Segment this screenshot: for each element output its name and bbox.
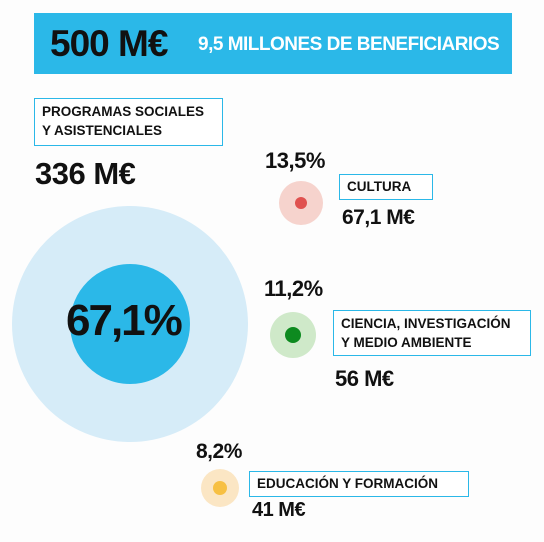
percent-educacion: 8,2%: [196, 440, 242, 463]
percent-ciencia: 11,2%: [264, 276, 323, 301]
label-educacion: EDUCACIÓN Y FORMACIÓN: [249, 471, 469, 497]
label-programas-sociales: PROGRAMAS SOCIALES Y ASISTENCIALES: [34, 98, 223, 146]
amount-ciencia: 56 M€: [335, 366, 394, 391]
amount-programas-sociales: 336 M€: [35, 156, 136, 191]
bubble-core-2: [285, 327, 301, 343]
label-programas-sociales-line2: Y ASISTENCIALES: [42, 123, 163, 138]
header-banner: 500 M€ 9,5 MILLONES DE BENEFICIARIOS: [34, 13, 512, 74]
amount-cultura: 67,1 M€: [342, 206, 415, 229]
bubble-core-3: [213, 481, 227, 495]
label-programas-sociales-line1: PROGRAMAS SOCIALES: [42, 104, 205, 119]
label-ciencia-line2: Y MEDIO AMBIENTE: [341, 335, 472, 350]
bubble-core-0: [70, 264, 190, 384]
beneficiaries-subtitle: 9,5 MILLONES DE BENEFICIARIOS: [198, 34, 500, 55]
bubble-core-1: [295, 197, 307, 209]
percent-programas-sociales: 67,1%: [66, 296, 183, 345]
label-ciencia-line1: CIENCIA, INVESTIGACIÓN: [341, 316, 511, 331]
total-amount: 500 M€: [50, 23, 168, 64]
percent-cultura: 13,5%: [265, 148, 325, 173]
label-ciencia: CIENCIA, INVESTIGACIÓN Y MEDIO AMBIENTE: [333, 310, 531, 356]
amount-educacion: 41 M€: [252, 499, 306, 521]
label-cultura: CULTURA: [339, 174, 433, 200]
